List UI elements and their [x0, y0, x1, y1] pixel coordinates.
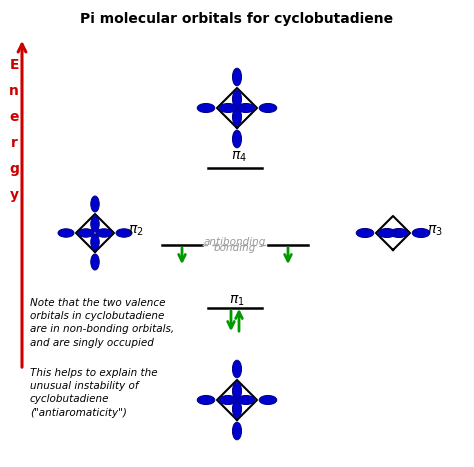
Ellipse shape — [259, 104, 277, 113]
Ellipse shape — [219, 396, 237, 404]
Ellipse shape — [58, 229, 74, 237]
Ellipse shape — [390, 228, 408, 238]
Ellipse shape — [232, 130, 242, 148]
Ellipse shape — [91, 196, 99, 212]
Ellipse shape — [232, 382, 242, 400]
Text: $\pi_1$: $\pi_1$ — [229, 294, 245, 308]
Text: n: n — [9, 84, 19, 98]
Text: $\pi_3$: $\pi_3$ — [427, 224, 443, 238]
Ellipse shape — [259, 396, 277, 404]
Text: Pi molecular orbitals for cyclobutadiene: Pi molecular orbitals for cyclobutadiene — [81, 12, 393, 26]
Text: Note that the two valence
orbitals in cyclobutadiene
are in non-bonding orbitals: Note that the two valence orbitals in cy… — [30, 298, 174, 347]
Ellipse shape — [91, 234, 99, 250]
Ellipse shape — [412, 228, 430, 238]
Ellipse shape — [232, 360, 242, 378]
Ellipse shape — [197, 104, 215, 113]
Text: bonding: bonding — [214, 243, 256, 253]
Ellipse shape — [232, 68, 242, 86]
Ellipse shape — [378, 228, 396, 238]
Text: This helps to explain the
unusual instability of
cyclobutadiene
("antiaromaticit: This helps to explain the unusual instab… — [30, 368, 158, 417]
Ellipse shape — [78, 229, 94, 237]
Text: g: g — [9, 162, 19, 176]
Ellipse shape — [356, 228, 374, 238]
Ellipse shape — [219, 104, 237, 113]
Ellipse shape — [237, 396, 255, 404]
Text: $\pi_2$: $\pi_2$ — [128, 224, 144, 238]
Ellipse shape — [91, 254, 99, 270]
Ellipse shape — [232, 90, 242, 108]
Ellipse shape — [232, 400, 242, 418]
Text: y: y — [9, 188, 18, 202]
Ellipse shape — [116, 229, 132, 237]
Ellipse shape — [96, 229, 112, 237]
Ellipse shape — [237, 104, 255, 113]
Text: antibonding: antibonding — [204, 237, 266, 247]
Text: $\pi_4$: $\pi_4$ — [231, 150, 247, 164]
Ellipse shape — [232, 108, 242, 126]
Text: e: e — [9, 110, 19, 124]
Ellipse shape — [91, 216, 99, 232]
Text: r: r — [10, 136, 18, 150]
Ellipse shape — [197, 396, 215, 404]
Text: E: E — [9, 58, 19, 72]
Ellipse shape — [232, 422, 242, 440]
